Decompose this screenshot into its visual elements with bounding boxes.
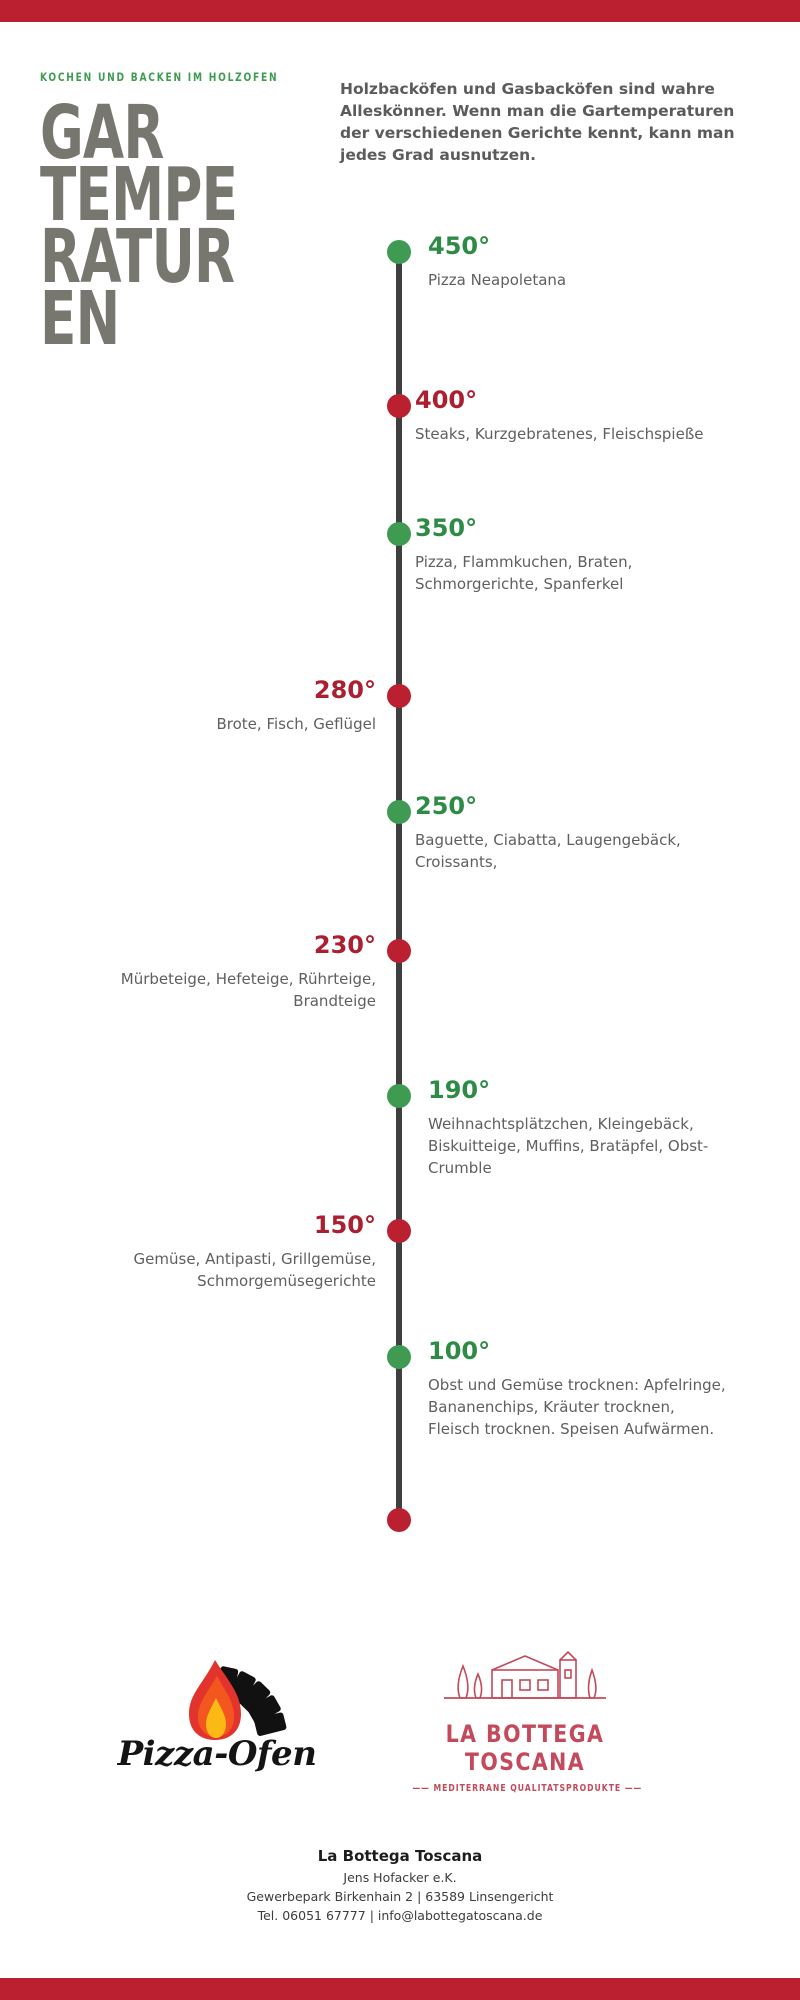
- temp-value-190: 190°: [428, 1076, 491, 1104]
- footer: La Bottega Toscana Jens Hofacker e.K. Ge…: [0, 1845, 800, 1926]
- temp-value-450: 450°: [428, 232, 491, 260]
- timeline-node-400: [387, 394, 411, 418]
- title-line-4: EN: [40, 275, 120, 362]
- timeline-entry-190: 190° Weihnachtsplätzchen, Kleingebäck, B…: [428, 1076, 758, 1179]
- title-line-3: RATUR: [40, 213, 235, 300]
- timeline-entry-280: 280° Brote, Fisch, Geflügel: [80, 676, 377, 736]
- temp-value-400: 400°: [415, 386, 478, 414]
- logo-row: Pizza-Ofen: [0, 1630, 800, 1810]
- bottega-tagline: —— MEDITERRANE QUALITÄTSPRODUKTE ——: [412, 1783, 642, 1794]
- temp-desc-400: Steaks, Kurzgebratenes, Fleischspieße: [415, 425, 704, 444]
- timeline-entry-230: 230° Mürbeteige, Hefeteige, Rührteige, B…: [40, 931, 376, 1013]
- temp-value-350: 350°: [415, 514, 478, 542]
- timeline-node-100: [387, 1345, 411, 1369]
- footer-address: Gewerbepark Birkenhain 2 | 63589 Linseng…: [246, 1888, 554, 1904]
- la-bottega-toscana-logo: LA BOTTEGA TOSCANA —— MEDITERRANE QUALIT…: [400, 1636, 650, 1796]
- footer-company-name: La Bottega Toscana: [317, 1847, 483, 1865]
- footer-owner: Jens Hofacker e.K.: [343, 1869, 457, 1885]
- pizza-oven-flame-icon: [189, 1660, 287, 1810]
- temp-value-150: 150°: [313, 1211, 376, 1239]
- temp-desc-190: Weihnachtsplätzchen, Kleingebäck, Biskui…: [428, 1115, 709, 1177]
- temp-value-100: 100°: [428, 1337, 491, 1365]
- bottom-red-bar: [0, 1978, 800, 2000]
- temp-value-250: 250°: [415, 792, 478, 820]
- timeline-node-230: [387, 939, 411, 963]
- timeline-entry-100: 100° Obst und Gemüse trocknen: Apfelring…: [428, 1337, 728, 1440]
- timeline-entry-350: 350° Pizza, Flammkuchen, Braten, Schmorg…: [415, 514, 715, 596]
- tagline-text: MEDITERRANE QUALITÄTSPRODUKTE: [433, 1783, 622, 1794]
- intro-paragraph: Holzbacköfen und Gasbacköfen sind wahre …: [340, 80, 735, 164]
- title-line-1: GAR: [40, 89, 164, 176]
- tagline-rule-right: ——: [621, 1783, 643, 1794]
- title-line-2: TEMPE: [40, 151, 238, 238]
- top-red-bar: [0, 0, 800, 22]
- temp-desc-100: Obst und Gemüse trocknen: Apfelringe, Ba…: [428, 1376, 726, 1438]
- timeline-node-190: [387, 1084, 411, 1108]
- timeline-entry-150: 150° Gemüse, Antipasti, Grillgemüse, Sch…: [50, 1211, 376, 1293]
- footer-contact: Tel. 06051 67777 | info@labottegatoscana…: [257, 1908, 543, 1924]
- temp-value-230: 230°: [313, 931, 376, 959]
- temp-desc-150: Gemüse, Antipasti, Grillgemüse, Schmorge…: [133, 1250, 376, 1290]
- timeline-entry-400: 400° Steaks, Kurzgebratenes, Fleischspie…: [415, 386, 715, 446]
- tuscan-villa-icon: [444, 1650, 606, 1699]
- temp-desc-280: Brote, Fisch, Geflügel: [216, 715, 377, 734]
- timeline-entry-250: 250° Baguette, Ciabatta, Laugengebäck, C…: [415, 792, 745, 874]
- timeline-node-250: [387, 800, 411, 824]
- timeline-node-350: [387, 522, 411, 546]
- timeline-node-280: [387, 684, 411, 708]
- timeline-entry-450: 450° Pizza Neapoletana: [428, 232, 728, 292]
- pizza-ofen-logo: Pizza-Ofen: [100, 1630, 330, 1810]
- timeline-node-450: [387, 240, 411, 264]
- temp-desc-230: Mürbeteige, Hefeteige, Rührteige, Brandt…: [120, 970, 376, 1010]
- temp-desc-450: Pizza Neapoletana: [428, 271, 567, 290]
- timeline-end-node: [387, 1508, 411, 1532]
- header: KOCHEN UND BACKEN IM HOLZOFEN GAR TEMPE …: [0, 22, 800, 362]
- temp-value-280: 280°: [313, 676, 376, 704]
- kicker-text: KOCHEN UND BACKEN IM HOLZOFEN: [40, 70, 279, 84]
- timeline-spine: [396, 250, 402, 1520]
- temp-desc-350: Pizza, Flammkuchen, Braten, Schmorgerich…: [415, 553, 633, 593]
- pizza-ofen-wordmark: Pizza-Ofen: [117, 1734, 317, 1774]
- bottega-wordmark: LA BOTTEGA TOSCANA: [445, 1720, 605, 1776]
- temp-desc-250: Baguette, Ciabatta, Laugengebäck, Croiss…: [415, 831, 681, 871]
- page-title: GAR TEMPE RATUR EN: [40, 89, 296, 362]
- tagline-rule-left: ——: [412, 1783, 434, 1794]
- timeline-node-150: [387, 1219, 411, 1243]
